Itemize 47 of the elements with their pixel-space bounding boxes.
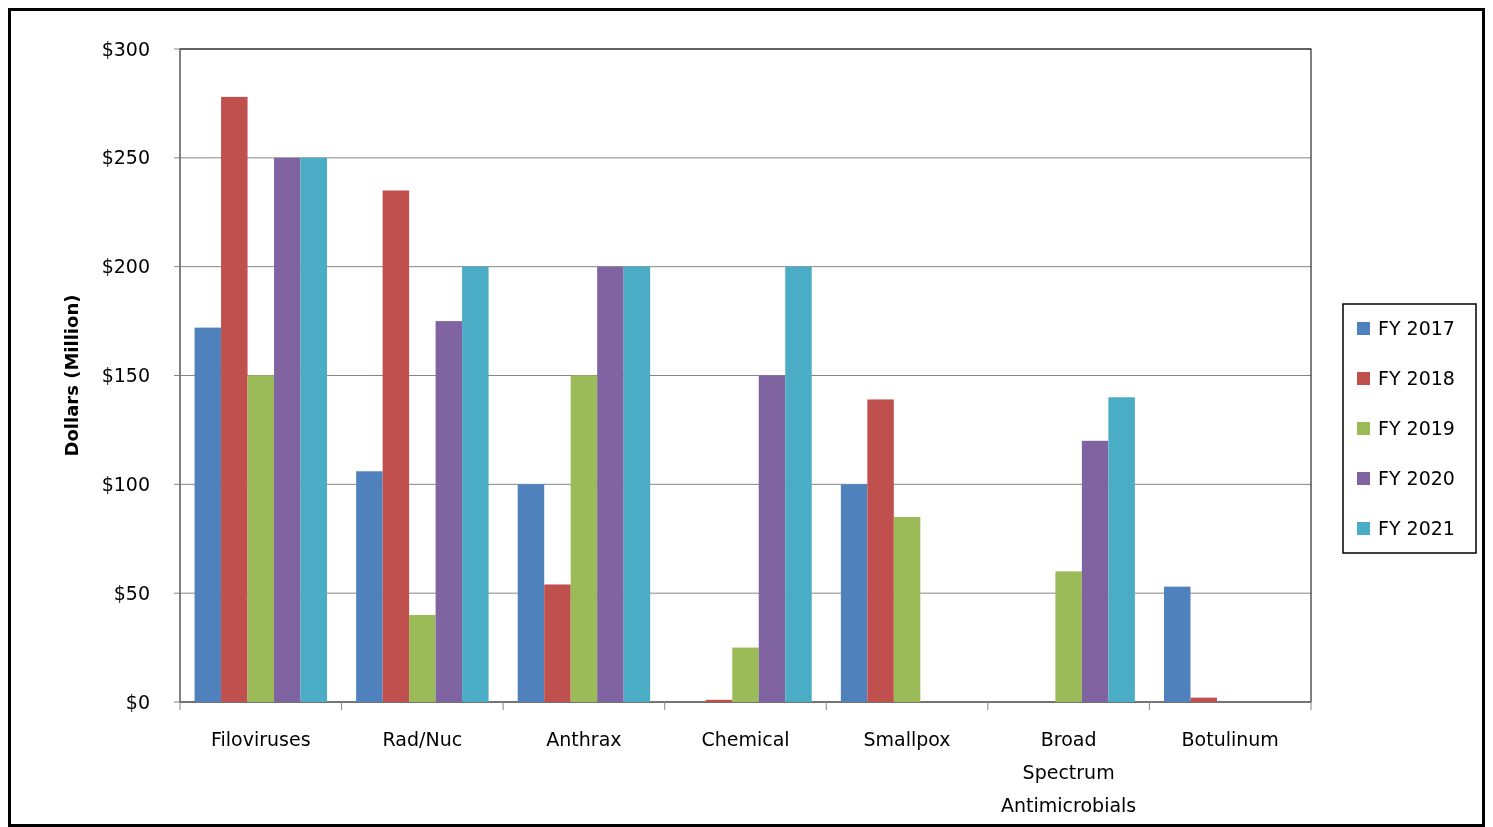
bar — [356, 471, 383, 702]
y-tick-label: $200 — [101, 255, 150, 278]
y-tick-label: $300 — [101, 37, 150, 60]
legend-label: FY 2018 — [1378, 366, 1455, 389]
bar — [544, 584, 571, 702]
bar — [300, 157, 327, 702]
bar — [247, 375, 275, 702]
legend-label: FY 2020 — [1378, 466, 1455, 489]
y-tick-label: $100 — [101, 472, 150, 495]
bar — [1081, 440, 1109, 702]
bar — [409, 614, 436, 702]
bar — [623, 266, 651, 702]
x-tick-label: Broad Spectrum Antimicrobials — [1001, 728, 1137, 816]
legend-label: FY 2021 — [1378, 516, 1455, 539]
y-tick-label: $0 — [125, 690, 150, 713]
bar — [194, 327, 222, 702]
bar — [1055, 571, 1082, 702]
y-tick-label: $150 — [101, 364, 150, 387]
bar — [435, 321, 463, 702]
x-tick-label: Filoviruses — [210, 728, 311, 750]
y-axis-title: Dollars (Million) — [61, 294, 82, 457]
y-tick-label: $250 — [101, 146, 150, 169]
x-tick-label: Smallpox — [863, 728, 951, 750]
bar — [221, 96, 248, 702]
bar — [732, 647, 759, 702]
bar — [1190, 697, 1217, 702]
legend-label: FY 2017 — [1378, 316, 1455, 339]
x-tick-label: Anthrax — [546, 728, 622, 750]
bar — [705, 699, 733, 702]
bar — [758, 375, 786, 702]
bar — [867, 399, 894, 702]
bar — [382, 190, 410, 702]
bar — [274, 157, 301, 702]
bar — [517, 484, 545, 702]
bar — [1164, 586, 1191, 702]
x-tick-label: Chemical — [701, 728, 790, 750]
bar — [785, 266, 812, 702]
bar — [597, 266, 624, 702]
bar — [840, 484, 868, 702]
legend-label: FY 2019 — [1378, 416, 1455, 439]
bar — [893, 516, 921, 702]
y-tick-label: $50 — [113, 581, 150, 604]
bar — [462, 266, 489, 702]
x-tick-label: Botulinum — [1181, 728, 1279, 750]
x-tick-label: Rad/Nuc — [382, 728, 463, 750]
bar — [1108, 397, 1135, 702]
bar — [570, 375, 598, 702]
